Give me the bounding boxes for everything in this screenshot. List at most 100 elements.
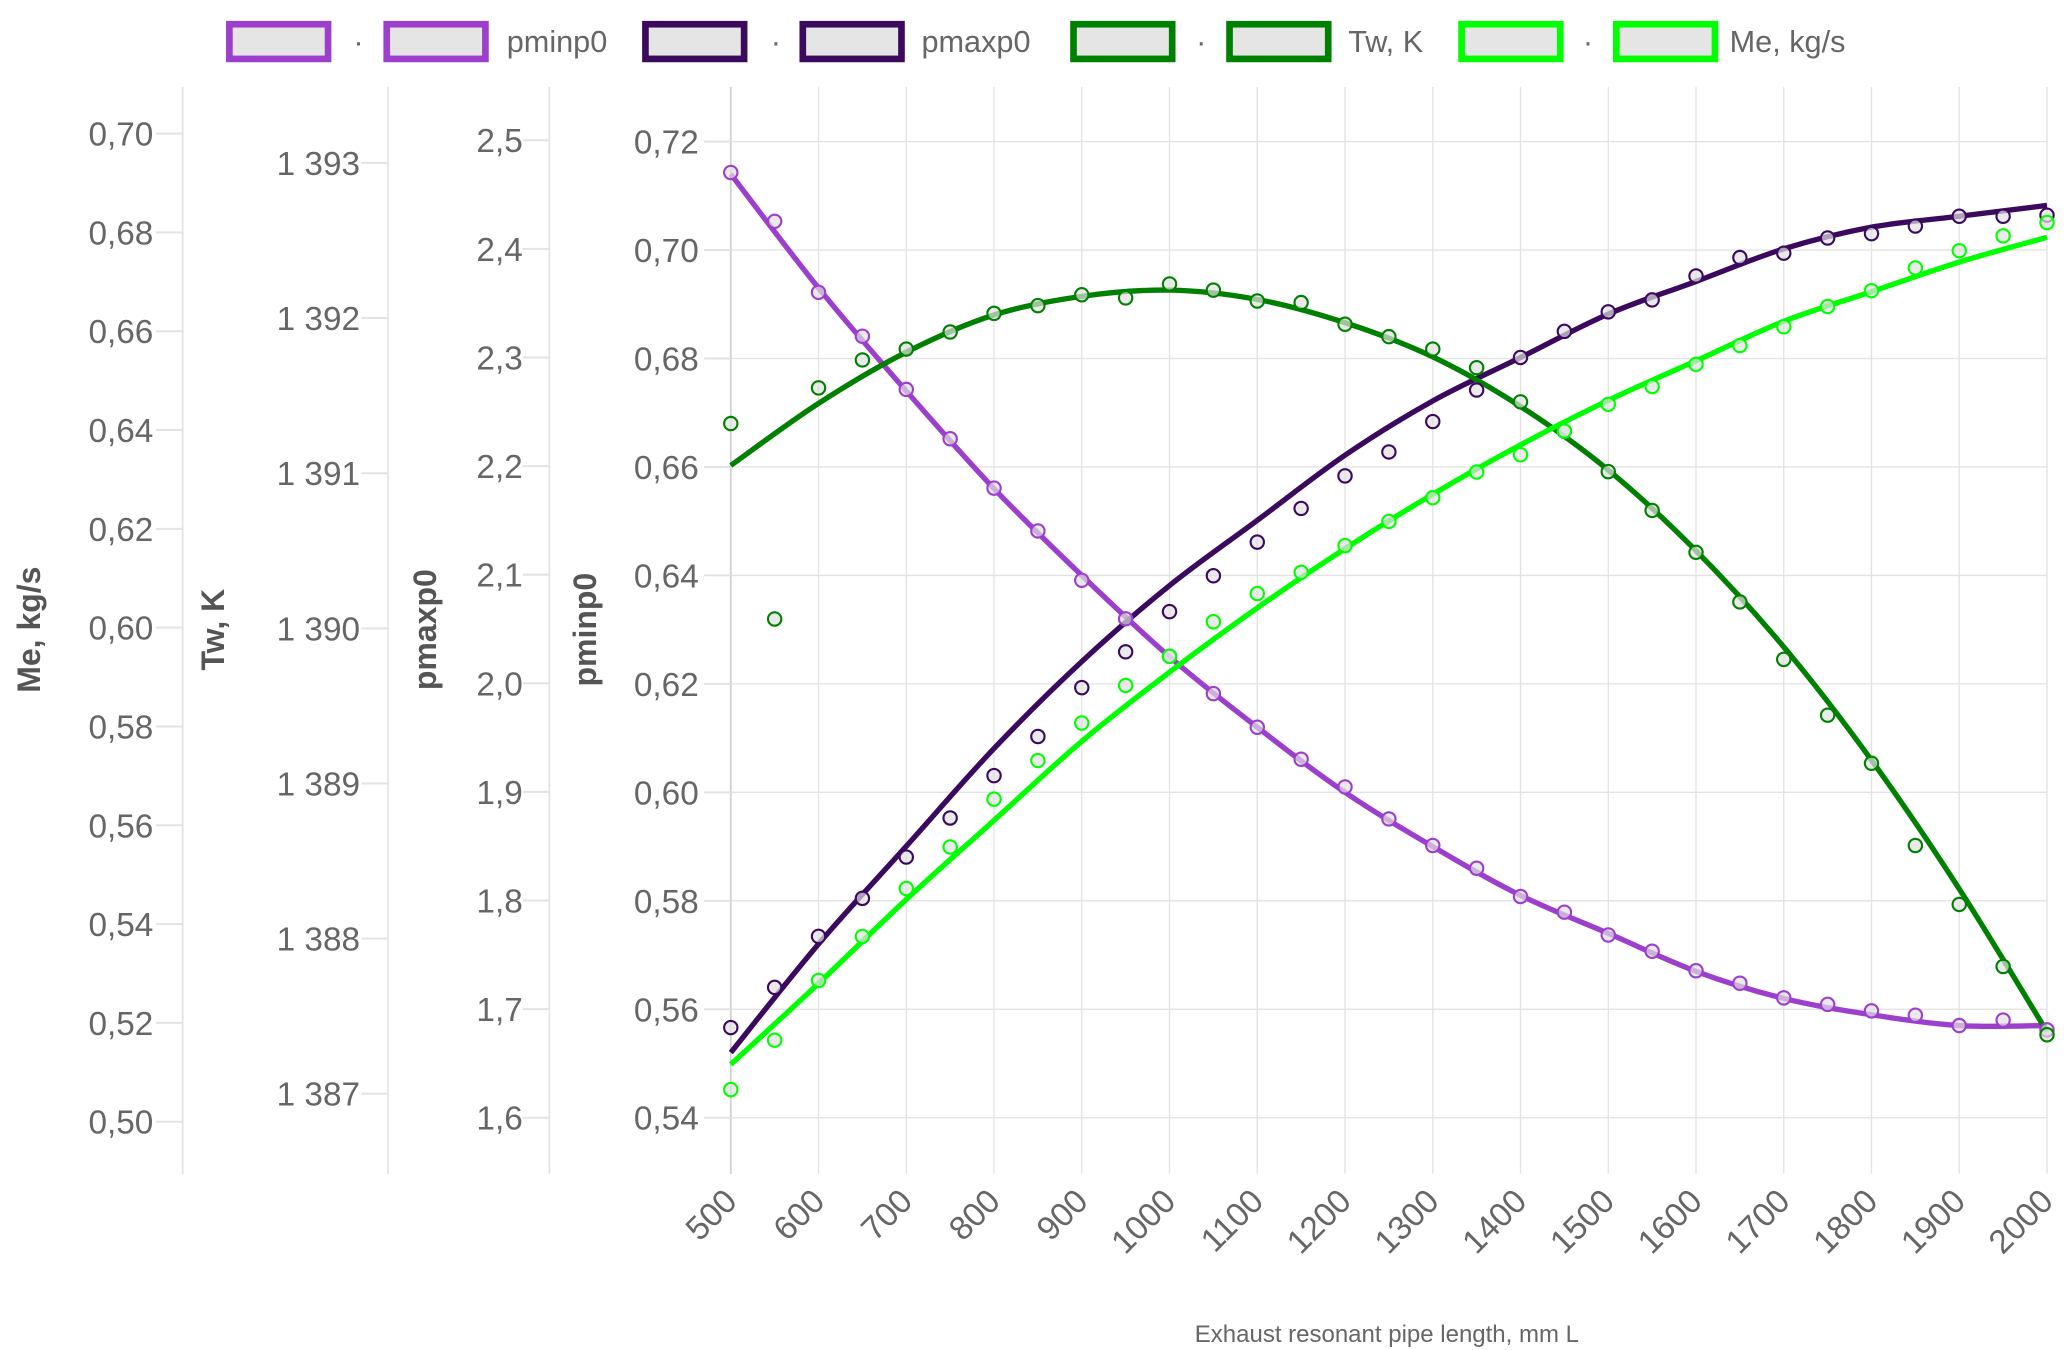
me-kg-s-data-point [942,839,958,855]
x-tick-label: 1200 [1280,1183,1359,1262]
legend-swatch [799,20,905,63]
pmin-tick-label: 0,56 [634,992,699,1029]
x-tick-label: 1400 [1456,1183,1535,1262]
legend-swatch [1070,20,1176,63]
pminp0-data-point [1293,751,1309,768]
y-axes: 0,50 0,52 0,54 0,56 0,58 0,60 0,62 0,64 0,66 0,68… [11,86,732,1174]
x-tick-label: 800 [942,1183,1007,1248]
tw-k-data-point [1776,651,1792,668]
pminp0-data-point [942,431,958,447]
pminp0-data-point [986,480,1002,496]
x-tick-label: 500 [679,1183,744,1248]
fit-lines [728,172,2050,1067]
tw-k-data-point [1161,276,1178,292]
legend-item[interactable]: · [642,20,781,63]
tw-tick-label: 1 392 [277,301,360,338]
legend-item[interactable]: Tw, K [1226,20,1424,63]
me-axis-title: Me, kg/s [11,567,47,693]
pmax-axis-title: pmaxp0 [407,569,443,690]
tw-k-data-point [1425,341,1441,357]
grid [730,86,2048,1174]
me-kg-s-data-point [1907,260,1924,276]
legend-label: pminp0 [507,25,608,59]
tw-k-fit-line [729,287,2050,1034]
pmax-tick-label: 2,1 [476,558,522,595]
pminp0-data-point [1425,837,1441,854]
legend-swatch [383,20,489,63]
pminp0-data-point [898,381,915,398]
pmin-tick-label: 0,70 [634,233,699,270]
x-tick-label: 1900 [1894,1183,1973,1262]
tw-k-data-point [2039,1027,2055,1043]
pmaxp0-data-point [1688,268,1704,284]
pmax-tick-label: 1,7 [476,992,522,1029]
me-kg-s-data-point [1512,446,1529,463]
tw-k-data-point [1117,290,1134,306]
me-tick-label: 0,66 [88,314,153,351]
pmaxp0-data-point [942,810,958,826]
x-axis: 500 600 700 800 900 1000 1100 1200 1300 1400 1500 1… [679,1183,2061,1262]
me-tick-label: 0,70 [88,117,153,154]
pminp0-data-point [1776,990,1792,1006]
legend-swatch [1458,20,1564,63]
pmaxp0-data-point [1468,382,1485,398]
pmaxp0-data-point [766,979,783,996]
tw-k-data-point [1907,837,1924,854]
tw-k-data-point [1074,287,1090,303]
legend-swatch [1612,20,1719,63]
legend-item[interactable]: · [226,20,364,63]
tw-k-data-point [1600,463,1616,480]
pminp0-data-point [1644,943,1660,959]
pmaxp0-data-point [810,928,827,945]
me-kg-s-data-point [766,1032,783,1048]
tw-k-data-point [1293,294,1309,311]
legend-item[interactable]: pmaxp0 [799,20,1031,63]
tw-k-data-point [766,611,783,627]
x-tick-label: 900 [1030,1183,1095,1248]
me-tick-label: 0,60 [88,611,153,648]
legend-label: Tw, K [1348,25,1424,59]
me-kg-s-data-point [1337,537,1353,554]
legend-label: · [353,25,363,59]
me-kg-s-fit-line [728,234,2048,1067]
x-tick-label: 1300 [1368,1183,1447,1262]
me-tick-label: 0,68 [88,215,153,252]
pminp0-data-point [1074,572,1090,589]
legend-item[interactable]: · [1070,20,1207,63]
me-tick-label: 0,62 [88,512,153,549]
tw-k-data-point [1995,958,2011,975]
pmaxp0-data-point [1907,218,1924,234]
pmax-tick-label: 2,5 [476,123,522,160]
me-kg-s-data-point [1205,613,1222,630]
pmaxp0-data-point [1293,500,1309,517]
data-points [723,164,2055,1098]
pmaxp0-data-point [1030,728,1046,745]
legend-item[interactable]: Me, kg/s [1612,20,1846,63]
pmaxp0-data-point [1117,644,1134,660]
pmaxp0-data-point [1995,208,2011,225]
tw-k-data-point [854,352,871,368]
pmin-tick-label: 0,54 [634,1101,699,1138]
tw-k-data-point [1030,297,1046,314]
pminp0-data-point [1249,719,1266,736]
legend-label: · [1196,25,1206,59]
x-tick-label: 1800 [1807,1183,1886,1262]
me-kg-s-data-point [723,1081,739,1098]
pminp0-data-point [1337,779,1353,795]
x-tick-label: 1100 [1194,1183,1271,1260]
legend[interactable]: · pminp0 · pmaxp0 · Tw, K · Me, kg/s [226,20,1846,63]
me-tick-label: 0,58 [88,709,153,746]
tw-k-data-point [1951,896,1967,913]
me-kg-s-data-point [1293,564,1309,581]
pminp0-data-point [766,213,783,230]
tw-tick-label: 1 391 [277,456,360,493]
legend-item[interactable]: · [1458,20,1594,63]
pmaxp0-data-point [1556,323,1573,340]
legend-label: Me, kg/s [1730,25,1846,59]
tw-k-data-point [986,305,1002,322]
pmaxp0-data-point [986,767,1002,784]
pmaxp0-data-point [1161,603,1178,620]
legend-item[interactable]: pminp0 [383,20,608,63]
pmax-tick-label: 1,8 [476,884,522,921]
